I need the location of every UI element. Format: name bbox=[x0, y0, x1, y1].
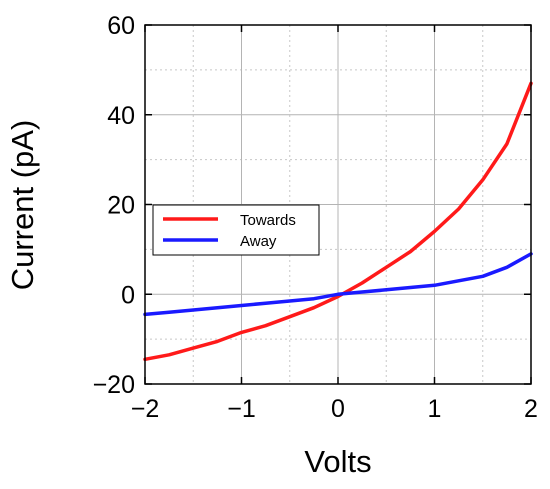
x-tick-label: −2 bbox=[131, 395, 160, 423]
x-tick-label: 1 bbox=[428, 395, 442, 423]
legend-label-towards: Towards bbox=[240, 212, 296, 229]
series-line-away bbox=[143, 252, 533, 317]
x-tick-label: 2 bbox=[524, 395, 538, 423]
y-tick-label: 20 bbox=[107, 192, 135, 220]
y-axis-title: Current (pA) bbox=[5, 120, 40, 291]
y-tick-label: 40 bbox=[107, 102, 135, 130]
legend-label-away: Away bbox=[240, 233, 277, 250]
y-tick-label: 0 bbox=[121, 281, 135, 309]
y-tick-label: −20 bbox=[93, 371, 135, 399]
x-tick-label: 0 bbox=[331, 395, 345, 423]
x-tick-label: −1 bbox=[227, 395, 256, 423]
legend: Towards Away bbox=[152, 204, 320, 256]
legend-box bbox=[152, 204, 320, 256]
x-axis-title: Volts bbox=[304, 444, 371, 479]
series-line-towards bbox=[143, 81, 533, 362]
series-layer bbox=[143, 81, 533, 362]
y-tick-label: 60 bbox=[107, 12, 135, 40]
ticks: −2 −1 0 1 2 −20 0 20 40 60 bbox=[93, 12, 538, 423]
